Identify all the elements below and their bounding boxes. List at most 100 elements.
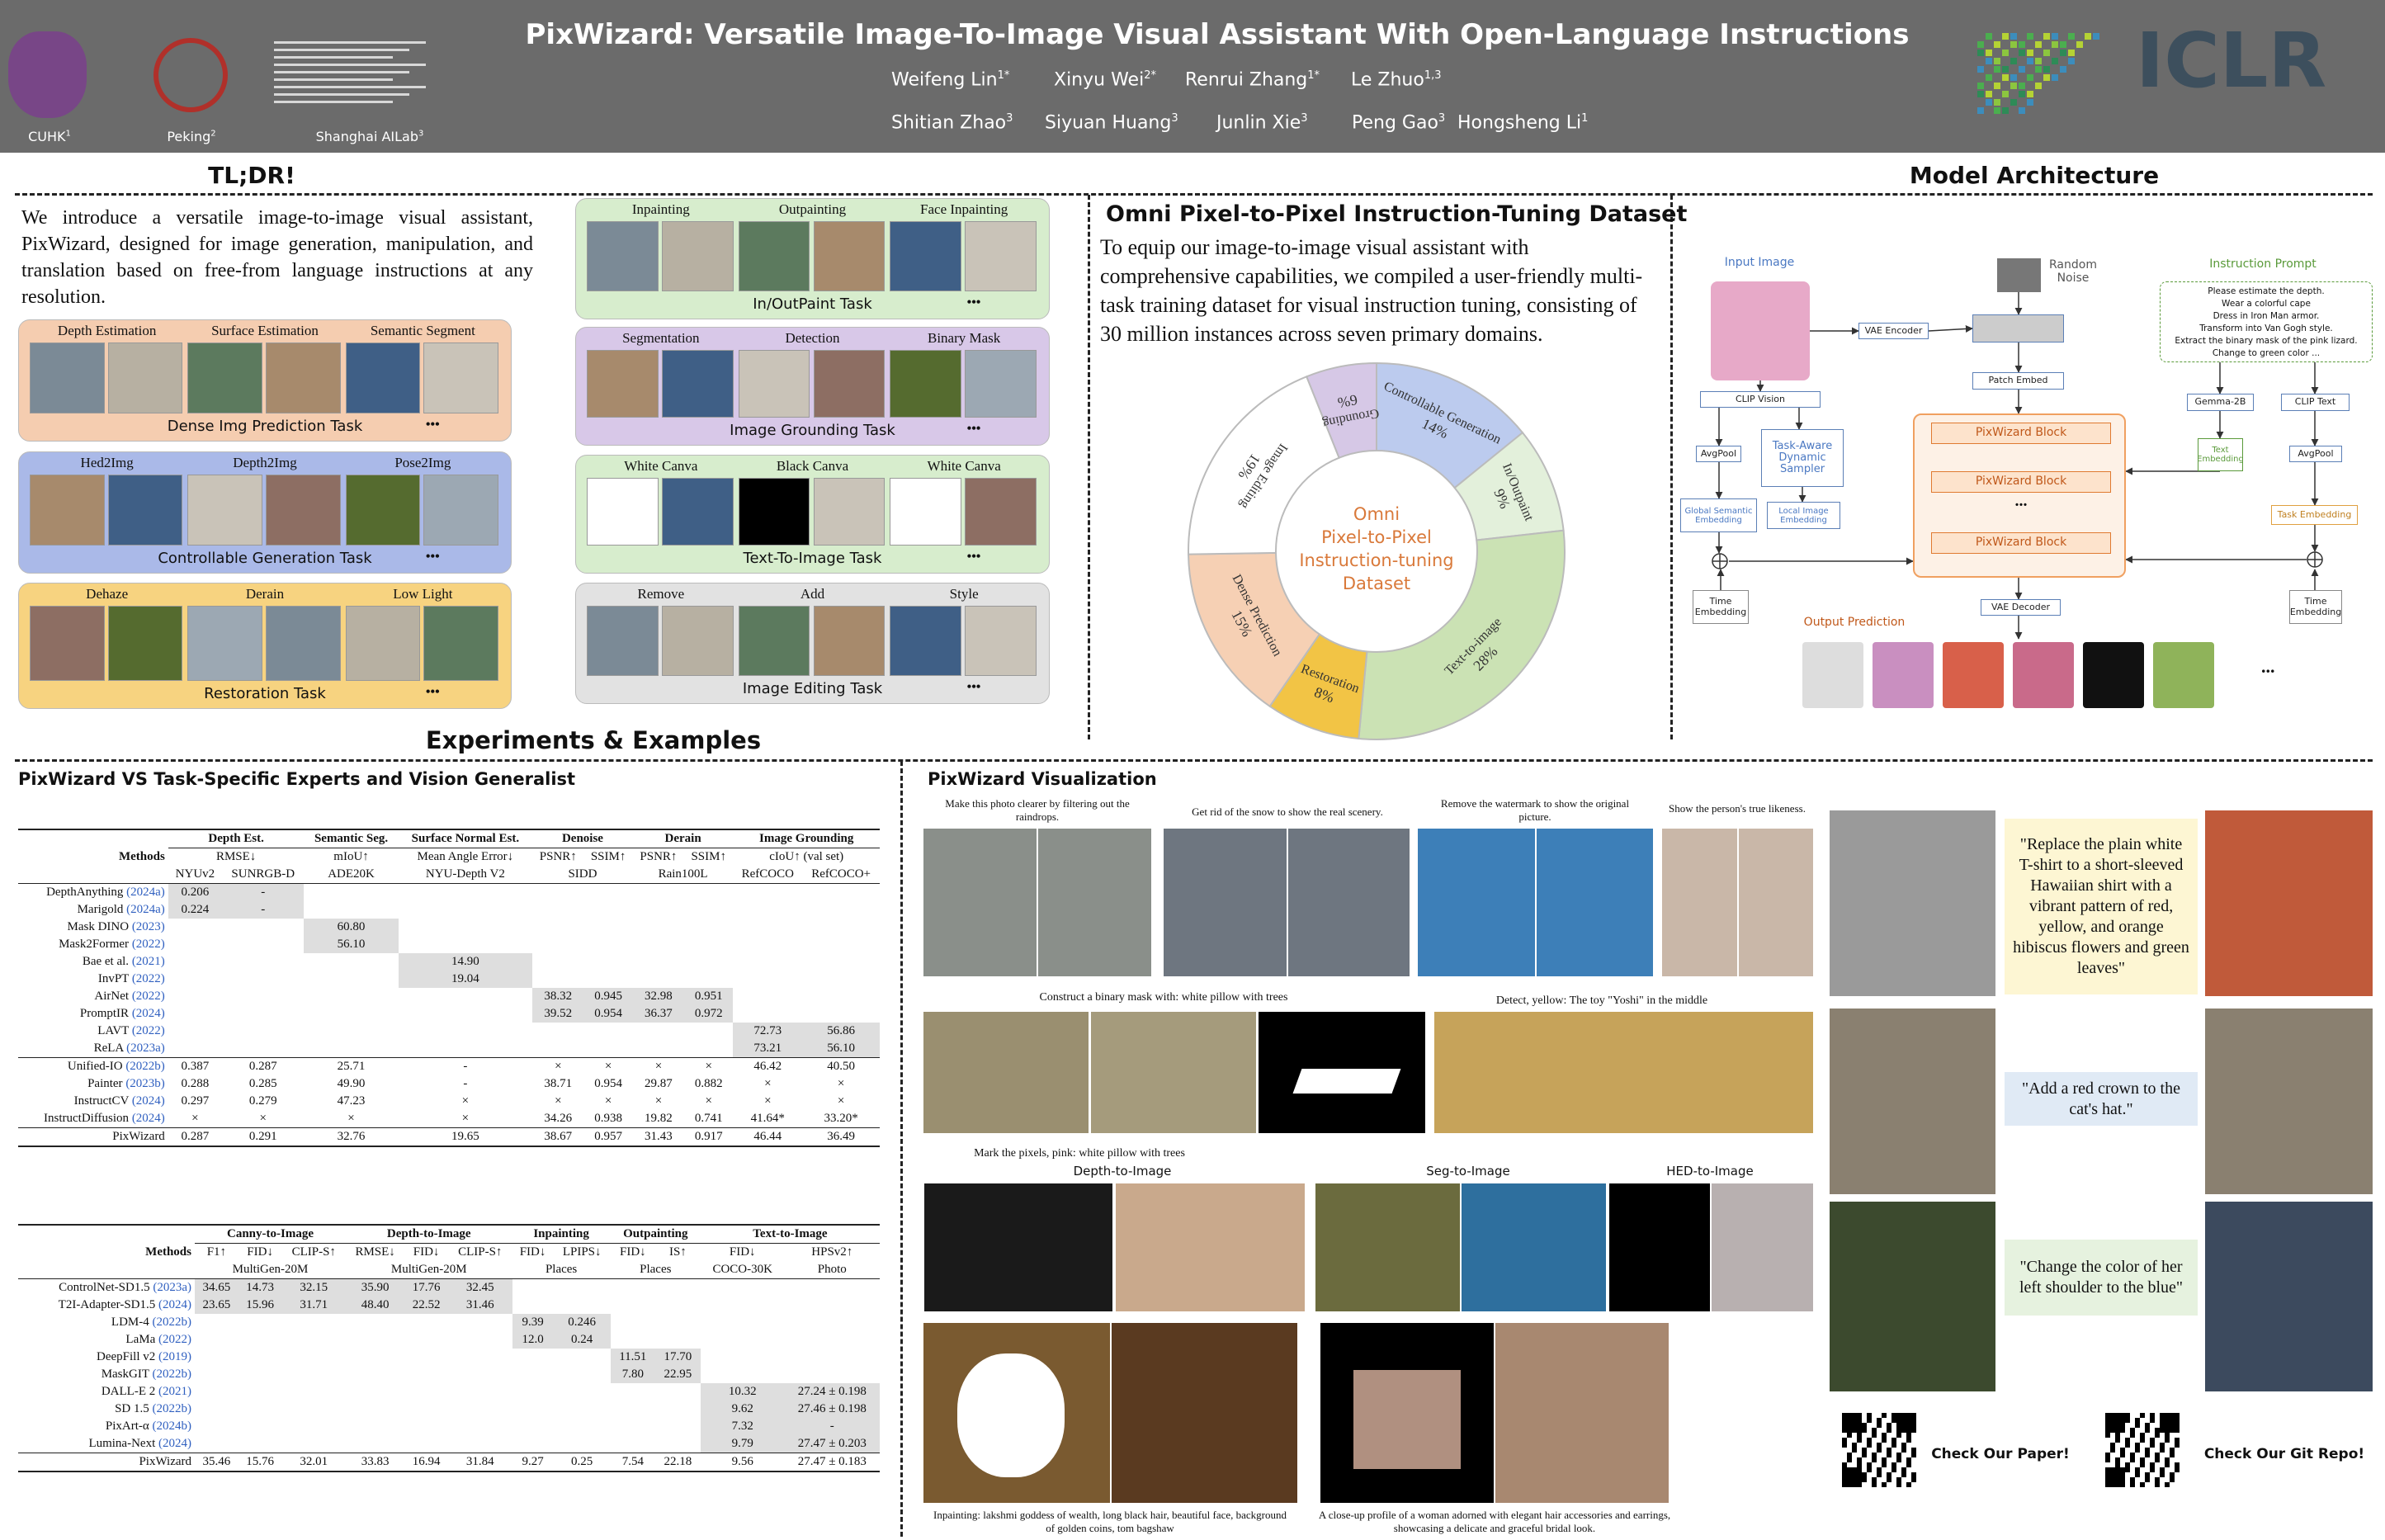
qr-module — [1862, 1423, 1867, 1428]
empty-cell — [195, 1314, 238, 1331]
task-image — [187, 475, 262, 546]
separator — [900, 761, 903, 1537]
empty-cell — [655, 1418, 701, 1435]
task-item-label: Low Light — [393, 586, 453, 602]
table-cell: × — [764, 1077, 772, 1090]
author-affiliation: 1* — [997, 69, 1010, 82]
table-row: ControlNet-SD1.5 (2023a) 34.65 14.73 32.15 3… — [18, 1278, 880, 1297]
qr-module — [2120, 1477, 2125, 1482]
method-cell: Bae et al. (2021) — [18, 953, 168, 971]
metric-header: Mean Angle Error↓ — [417, 850, 514, 863]
visualization-caption: Remove the watermark to show the origina… — [1440, 797, 1630, 823]
architecture-box: AvgPool — [1696, 446, 1741, 462]
method-citation: (2023) — [131, 920, 165, 933]
edit-image — [1830, 1009, 1995, 1194]
qr-module — [1872, 1453, 1877, 1457]
method-cell: DepthAnything (2024a) — [18, 884, 168, 902]
qr-module — [2150, 1467, 2155, 1472]
qr-module — [2120, 1413, 2125, 1418]
table-cell: 0.387 — [181, 1060, 210, 1073]
conference-logo-pixel — [1994, 99, 2000, 106]
table-cell: × — [604, 1060, 612, 1073]
qr-module — [1862, 1477, 1867, 1482]
conference-logo-pixel — [2010, 33, 2017, 40]
qr-module — [1882, 1457, 1887, 1462]
qr-module — [2115, 1418, 2120, 1423]
qr-module — [2150, 1418, 2155, 1423]
empty-cell — [404, 1314, 448, 1331]
conference-logo-pixel — [2052, 58, 2058, 64]
conference-logo-pixel — [2010, 74, 2017, 81]
shanghai-logo-line — [274, 71, 409, 73]
conference-logo-pixel — [1986, 58, 1992, 64]
qr-module — [1862, 1448, 1867, 1453]
more-marker: ••• — [966, 680, 981, 694]
table-row: MaskGIT (2022b) 7.80 22.95 — [18, 1366, 880, 1383]
output-image — [2013, 642, 2074, 708]
author: Siyuan Huang3 — [1045, 112, 1178, 133]
qr-module — [1887, 1453, 1891, 1457]
table-cell: 39.52 — [532, 1005, 584, 1023]
author: Hongsheng Li1 — [1457, 112, 1588, 133]
empty-cell — [655, 1279, 701, 1297]
task-image — [965, 221, 1037, 291]
empty-cell — [404, 1366, 448, 1383]
more-marker: ••• — [966, 295, 981, 309]
group-header: Surface Normal Est. — [398, 829, 533, 848]
empty-cell — [282, 1383, 347, 1401]
method-name: SD 1.5 — [115, 1402, 149, 1415]
author: Xinyu Wei2* — [1054, 69, 1156, 90]
architecture-box: Patch Embed — [1972, 372, 2064, 390]
table-cell: 0.741 — [694, 1112, 723, 1125]
task-image — [423, 475, 498, 546]
table-cell: 0.951 — [684, 988, 734, 1005]
qr-module — [1842, 1467, 1847, 1472]
qr-module — [2155, 1453, 2160, 1457]
table-cell: × — [604, 1094, 612, 1108]
qr-module — [1852, 1413, 1857, 1418]
table-cell: 0.297 — [181, 1094, 210, 1108]
task-item-label: Outpainting — [778, 201, 847, 217]
qr-module — [2160, 1472, 2165, 1477]
qr-module — [1877, 1423, 1882, 1428]
architecture-box: VAE Decoder — [1981, 599, 2061, 616]
qr-module — [2110, 1477, 2115, 1482]
empty-cell — [611, 1383, 655, 1401]
table-cell: 9.27 — [522, 1455, 544, 1468]
qr-module — [2120, 1453, 2125, 1457]
table-cell: - — [463, 1077, 468, 1090]
method-name: PixWizard — [139, 1455, 191, 1468]
qr-module — [1857, 1467, 1862, 1472]
shanghai-logo-line — [274, 56, 393, 59]
empty-cell — [168, 953, 222, 971]
table-cell: 27.47 ± 0.183 — [797, 1455, 867, 1468]
empty-cell — [399, 1023, 533, 1040]
conference-logo-pixel — [2019, 83, 2025, 89]
empty-cell — [532, 1040, 583, 1058]
qr-module — [2165, 1418, 2170, 1423]
poster-title: PixWizard: Versatile Image-To-Image Visu… — [525, 18, 1910, 51]
qr-module — [1911, 1413, 1916, 1418]
table-cell: 15.96 — [238, 1297, 282, 1314]
method-cell: Mask DINO (2023) — [18, 919, 168, 936]
task-image — [423, 606, 498, 681]
tldr-text: We introduce a versatile image-to-image … — [21, 207, 533, 308]
qr-module — [2175, 1462, 2180, 1467]
edit-image — [1830, 810, 1995, 996]
visualization-caption: Detect, yellow: The toy "Yoshi" in the m… — [1495, 994, 1708, 1007]
task-item-label: Add — [800, 586, 825, 602]
empty-cell — [785, 1349, 880, 1366]
visualization-image — [1462, 1183, 1606, 1311]
task-item-label: Surface Estimation — [211, 323, 319, 338]
qr-module — [1857, 1438, 1862, 1443]
table-row: AirNet (2022) 38.32 0.945 32.98 0.951 — [18, 988, 880, 1005]
qr-module — [1877, 1448, 1882, 1453]
task-image — [661, 606, 734, 676]
comparison-divider — [1535, 829, 1537, 976]
sum-node-cross — [2307, 552, 2322, 567]
qr-module — [1896, 1482, 1901, 1487]
qr-module — [1857, 1482, 1862, 1487]
more-marker: ••• — [425, 418, 440, 432]
table-cell: 49.90 — [337, 1077, 366, 1090]
table-cell: × — [347, 1112, 355, 1125]
